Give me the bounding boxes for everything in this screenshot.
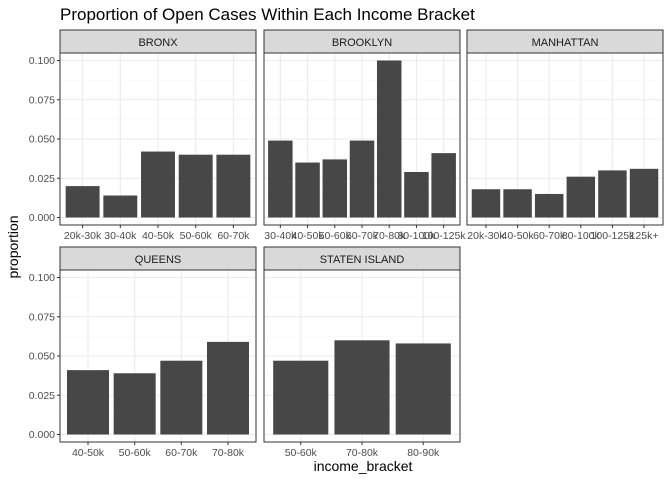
bar <box>629 168 659 218</box>
x-tick-label: 50-60k <box>319 230 352 242</box>
y-tick-label: 0.000 <box>29 429 55 441</box>
bar <box>404 171 429 218</box>
x-tick-label: 30-40k <box>264 230 297 242</box>
bar <box>67 370 109 435</box>
bar <box>268 140 293 218</box>
x-tick-label: 40-50k <box>72 447 105 459</box>
x-tick-label: 20k-30k <box>467 230 505 242</box>
y-tick-label: 0.050 <box>29 351 55 363</box>
bar <box>598 170 627 218</box>
bar <box>376 60 402 218</box>
bar <box>334 340 390 435</box>
facet-panel-3: QUEENS 40-50k 50-60k 60-70k 70-80k 0.000 0.025… <box>29 246 257 459</box>
y-tick-label: 0.025 <box>29 173 55 185</box>
y-tick-label: 0.025 <box>29 390 55 402</box>
bar <box>566 176 596 218</box>
chart-title: Proportion of Open Cases Within Each Inc… <box>60 5 475 24</box>
facet-strip-label: BRONX <box>138 37 178 49</box>
y-tick-label: 0.050 <box>29 134 55 146</box>
facet-strip-label: QUEENS <box>135 254 181 266</box>
x-tick-label: 60-70k <box>165 447 198 459</box>
bar <box>113 373 156 435</box>
bar <box>65 186 100 218</box>
x-tick-label: 100-125k <box>422 230 467 242</box>
x-tick-label: 80-90k <box>407 447 440 459</box>
x-tick-label: 125k+ <box>630 230 659 242</box>
facet-panel-4: STATEN ISLAND 50-60k 70-80k 80-90k <box>263 246 461 459</box>
bar <box>178 154 213 218</box>
bar <box>273 360 329 435</box>
bar <box>216 154 251 218</box>
panel-border <box>263 52 461 226</box>
x-tick-label: 80-100k <box>562 230 601 242</box>
panel-border <box>466 52 664 226</box>
x-tick-label: 50-60k <box>285 447 318 459</box>
x-axis-title: income_bracket <box>314 458 413 474</box>
x-tick-label: 100-125k <box>591 230 636 242</box>
bar <box>395 343 451 435</box>
x-tick-label: 60-70k <box>217 230 250 242</box>
bar <box>160 360 203 435</box>
y-axis-title: proportion <box>5 215 21 278</box>
bar <box>103 195 138 218</box>
x-tick-label: 70-80k <box>346 447 379 459</box>
x-tick-label: 40-50k <box>292 230 325 242</box>
x-tick-label: 60-70k <box>346 230 379 242</box>
facet-strip-label: STATEN ISLAND <box>320 254 405 266</box>
bar <box>431 153 456 218</box>
facet-strip-label: BROOKLYN <box>332 37 392 49</box>
bar <box>295 162 320 218</box>
y-tick-label: 0.100 <box>29 55 55 67</box>
bar <box>141 151 175 218</box>
bar <box>471 189 501 218</box>
bar <box>207 341 249 435</box>
bar <box>534 193 564 218</box>
bar <box>349 140 375 218</box>
bar <box>503 189 532 218</box>
facet-panel-1: BROOKLYN 30-40k40-50k50-60k60-70k70-80k80… <box>263 29 467 242</box>
x-tick-label: 20k-30k <box>64 230 102 242</box>
panel-border <box>263 269 461 443</box>
x-tick-label: 60-70k <box>533 230 566 242</box>
x-tick-label: 40-50k <box>142 230 175 242</box>
x-tick-label: 50-60k <box>119 447 152 459</box>
y-tick-label: 0.100 <box>29 272 55 284</box>
y-tick-label: 0.000 <box>29 212 55 224</box>
y-tick-label: 0.075 <box>29 311 55 323</box>
facet-panel-0: BRONX 20k-30k 30-40k 40-50k 50-60k 60-70k 0.00… <box>29 29 257 242</box>
x-tick-label: 70-80k <box>212 447 245 459</box>
x-tick-label: 40-50k <box>502 230 535 242</box>
y-tick-label: 0.075 <box>29 94 55 106</box>
x-tick-label: 70-80k <box>373 230 406 242</box>
facet-strip-label: MANHATTAN <box>532 37 599 49</box>
x-tick-label: 30-40k <box>104 230 137 242</box>
bar <box>322 159 348 218</box>
x-tick-label: 80-100k <box>397 230 436 242</box>
x-tick-label: 50-60k <box>180 230 213 242</box>
